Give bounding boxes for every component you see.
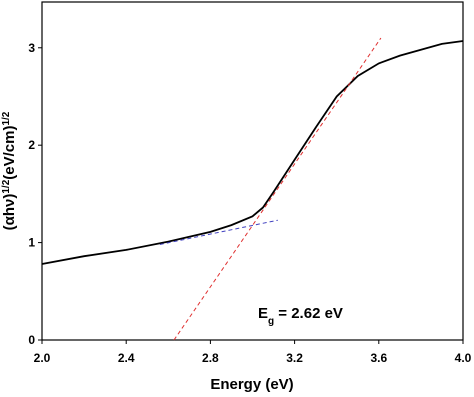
y-label-superscript: 1/2 bbox=[1, 179, 12, 193]
x-axis-label: Energy (eV) bbox=[210, 376, 293, 393]
annotation-part: = 2.62 eV bbox=[274, 305, 343, 322]
fit-line bbox=[159, 219, 278, 245]
x-tick-label: 2.4 bbox=[118, 351, 135, 365]
x-tick-label: 3.2 bbox=[286, 351, 303, 365]
y-tick-label: 0 bbox=[28, 333, 35, 347]
y-tick-label: 1 bbox=[28, 236, 35, 250]
annotation-subscript: g bbox=[268, 316, 274, 327]
x-tick-label: 3.6 bbox=[370, 351, 387, 365]
annotation-part: E bbox=[258, 305, 268, 322]
fit-line bbox=[173, 37, 382, 341]
y-label-part: (αhν) bbox=[1, 194, 18, 231]
y-label-part: (eV/cm) bbox=[1, 126, 18, 180]
x-tick-label: 4.0 bbox=[455, 351, 472, 365]
y-label-superscript: 1/2 bbox=[1, 111, 12, 125]
y-tick-label: 3 bbox=[28, 41, 35, 55]
y-tick-label: 2 bbox=[28, 138, 35, 152]
x-tick-label: 2.8 bbox=[202, 351, 219, 365]
annotation: Eg = 2.62 eV bbox=[258, 305, 343, 327]
x-tick-label: 2.0 bbox=[34, 351, 51, 365]
data-line bbox=[41, 40, 464, 265]
y-axis-label: (αhν)1/2(eV/cm)1/2 bbox=[1, 111, 19, 230]
plot-frame bbox=[41, 1, 464, 341]
